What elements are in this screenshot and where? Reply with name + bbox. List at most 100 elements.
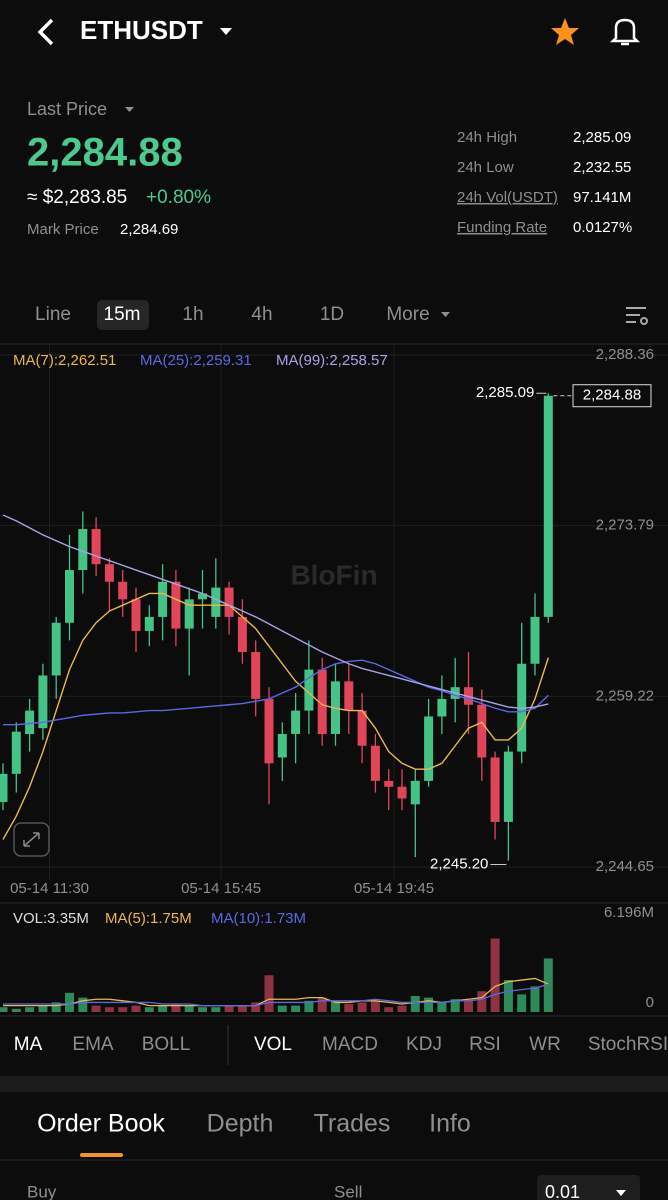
volume-bar	[0, 1007, 8, 1012]
candle-body	[410, 780, 420, 805]
candle-body	[264, 698, 274, 764]
x-tick-label: 05-14 15:45	[181, 880, 261, 897]
indicator[interactable]: VOL	[254, 1034, 292, 1055]
volume-bar	[104, 1007, 114, 1012]
volume-bar	[211, 1007, 221, 1012]
symbol-dropdown[interactable]	[220, 28, 232, 35]
candle-body	[25, 710, 35, 735]
candle-body	[65, 570, 74, 623]
candle-body	[0, 773, 8, 802]
tab[interactable]: Trades	[314, 1110, 391, 1138]
volume-bar	[78, 997, 88, 1012]
legend-entry: MA(5):1.75M	[105, 910, 192, 927]
legend-entry: MA(10):1.73M	[211, 910, 306, 927]
last-price-box	[572, 384, 652, 408]
tab-indicator	[80, 1153, 123, 1157]
ma-line	[2, 592, 549, 840]
dropdown	[125, 107, 134, 112]
volume-bar	[224, 1005, 234, 1012]
tab[interactable]: Depth	[207, 1110, 274, 1138]
tab[interactable]: Order Book	[37, 1110, 165, 1138]
volume-bar	[91, 1005, 101, 1012]
interval[interactable]: 1D	[320, 304, 344, 325]
precision: 0.01	[545, 1182, 580, 1200]
expand-button[interactable]	[13, 822, 50, 857]
volume-bar	[264, 975, 274, 1012]
volume-bar	[503, 980, 513, 1012]
volume-bar	[317, 997, 327, 1012]
indicator[interactable]: EMA	[72, 1034, 114, 1055]
favorite-star[interactable]	[551, 18, 579, 45]
volume-bar	[517, 994, 527, 1012]
candle-body	[437, 698, 447, 717]
candle-body	[490, 757, 500, 822]
interval[interactable]: 1h	[182, 304, 203, 325]
y-tick-label: 2,244.65	[596, 858, 654, 875]
candle-body	[51, 622, 61, 676]
stats: 24h High 2,285.09 24h Low 2,232.55 24h Vol(U…	[457, 129, 632, 236]
dropdown	[616, 1190, 626, 1196]
indicator[interactable]: MA	[14, 1034, 43, 1055]
last-price-label[interactable]: Last Price	[27, 99, 107, 119]
indicator[interactable]: WR	[529, 1034, 561, 1055]
y-tick-label: 0	[646, 994, 654, 1011]
volume-chart: 0 6.196M VOL:3.35M MA(5):1.75M MA(10):1.73M	[0, 904, 654, 1012]
sell-header: Sell	[334, 1182, 362, 1200]
usd-price: ≈ $2,283.85	[27, 187, 127, 208]
ma-line	[2, 514, 549, 709]
stat-value: 97.141M	[573, 189, 631, 206]
tab[interactable]: Info	[429, 1110, 471, 1138]
candle-body	[370, 745, 380, 781]
interval[interactable]: More	[386, 304, 429, 325]
candle-body	[277, 734, 287, 758]
volume-bar	[384, 1007, 394, 1012]
expand-icon	[23, 832, 40, 847]
legend-entry: MA(7):2,262.51	[13, 352, 116, 369]
volume-bar	[171, 1004, 181, 1012]
high-label: 2,285.09	[476, 384, 534, 401]
interval[interactable]: 15m	[104, 304, 141, 325]
indicator[interactable]: MACD	[322, 1034, 378, 1055]
change: +0.80%	[146, 187, 211, 208]
volume-bar	[331, 1000, 340, 1012]
chart-settings[interactable]	[626, 307, 646, 323]
stat-label: Funding Rate	[457, 219, 547, 236]
candle-body	[237, 616, 247, 653]
interval[interactable]: Line	[35, 304, 71, 325]
candle-body	[503, 751, 513, 822]
section-gap	[0, 1076, 668, 1092]
interval-active	[97, 300, 149, 330]
candle-body	[357, 710, 367, 746]
symbol[interactable]: ETHUSDT	[80, 15, 203, 45]
volume-bar	[158, 1005, 168, 1012]
volume-bar	[424, 997, 434, 1012]
volume-bar	[291, 1005, 301, 1012]
interval-bar: Line 15m 1h 4h 1D More	[35, 300, 450, 330]
candle-body	[224, 587, 234, 617]
volume-bar	[464, 1000, 473, 1012]
candle-body	[291, 710, 301, 735]
indicator[interactable]: KDJ	[406, 1034, 442, 1055]
candle-body	[11, 731, 21, 774]
y-tick-label: 2,288.36	[596, 346, 654, 363]
volume-bar	[65, 992, 74, 1012]
candle-body	[131, 599, 141, 631]
alert-bell[interactable]	[609, 18, 641, 46]
interval[interactable]: 4h	[251, 304, 272, 325]
volume-bar	[344, 1004, 354, 1012]
precision-select[interactable]	[537, 1175, 640, 1200]
volume-bar	[184, 1005, 194, 1012]
indicator[interactable]: StochRSI	[588, 1034, 668, 1055]
candle-body	[91, 529, 101, 565]
stat-label: 24h Vol(USDT)	[457, 189, 558, 206]
indicator[interactable]: BOLL	[142, 1034, 191, 1055]
ma-line	[3, 659, 549, 726]
candle-body	[104, 564, 114, 582]
mark-price-label: Mark Price	[27, 221, 99, 238]
indicator[interactable]: RSI	[469, 1034, 501, 1055]
volume-bar	[118, 1007, 128, 1012]
candle-body	[530, 616, 540, 664]
back-button[interactable]	[37, 18, 54, 46]
candle-body	[118, 581, 128, 600]
